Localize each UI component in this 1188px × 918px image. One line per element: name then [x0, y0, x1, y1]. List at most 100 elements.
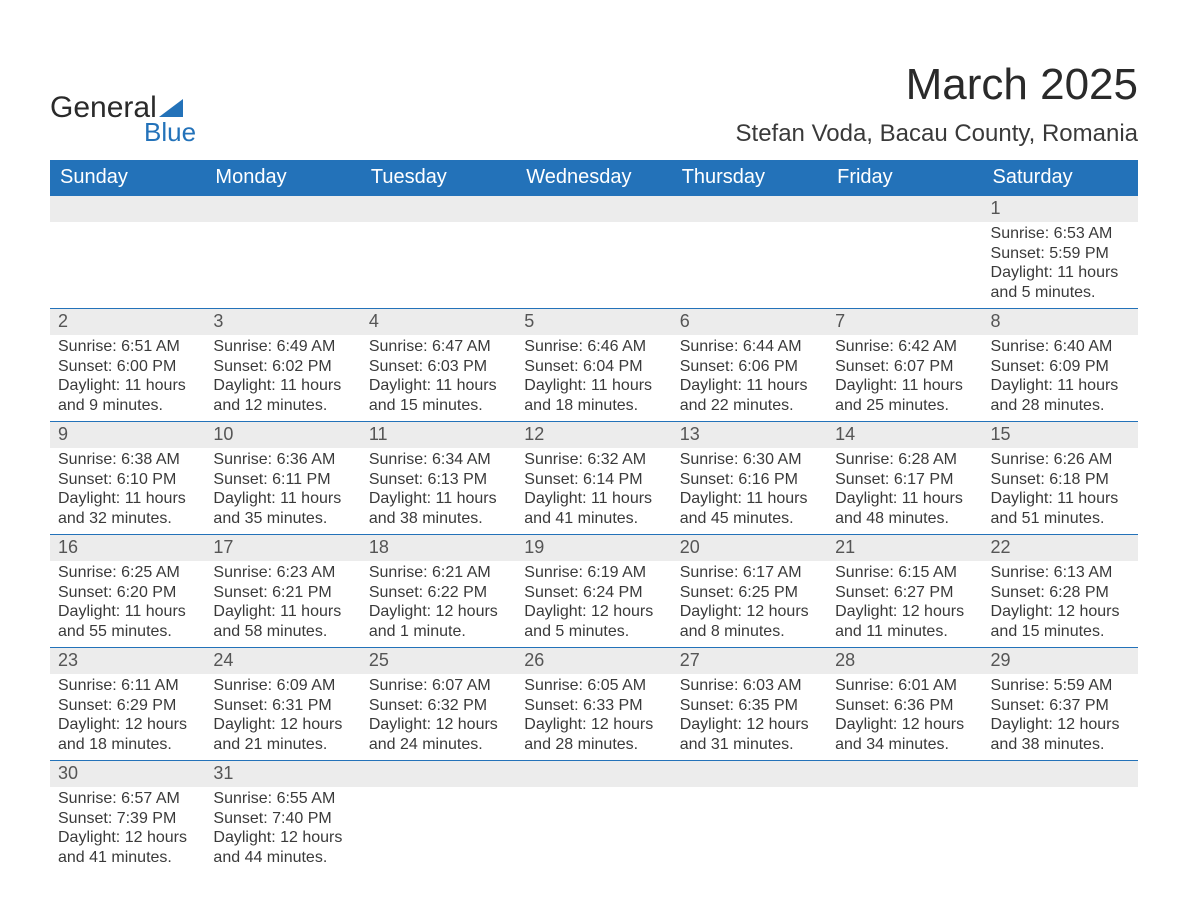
- calendar-cell: [361, 196, 516, 309]
- daylight-line: Daylight: 11 hours and 58 minutes.: [213, 603, 341, 640]
- day-number: [672, 196, 827, 222]
- sunrise-line: Sunrise: 6:11 AM: [58, 677, 179, 694]
- weekday-header: Tuesday: [361, 160, 516, 196]
- day-details: [983, 787, 1138, 795]
- daylight-line: Daylight: 12 hours and 38 minutes.: [991, 716, 1120, 753]
- day-details: Sunrise: 6:23 AMSunset: 6:21 PMDaylight:…: [205, 561, 360, 647]
- sunset-line: Sunset: 6:32 PM: [369, 697, 487, 714]
- sunset-line: Sunset: 6:14 PM: [524, 471, 642, 488]
- daylight-line: Daylight: 11 hours and 22 minutes.: [680, 377, 808, 414]
- calendar-cell: 13Sunrise: 6:30 AMSunset: 6:16 PMDayligh…: [672, 422, 827, 535]
- daylight-line: Daylight: 11 hours and 32 minutes.: [58, 490, 186, 527]
- day-details: Sunrise: 6:46 AMSunset: 6:04 PMDaylight:…: [516, 335, 671, 421]
- weekday-header: Friday: [827, 160, 982, 196]
- day-number: 9: [50, 422, 205, 448]
- title-block: March 2025 Stefan Voda, Bacau County, Ro…: [736, 60, 1138, 148]
- day-number: 16: [50, 535, 205, 561]
- sunset-line: Sunset: 6:20 PM: [58, 584, 176, 601]
- day-details: [672, 222, 827, 230]
- day-number: [827, 196, 982, 222]
- day-details: Sunrise: 6:34 AMSunset: 6:13 PMDaylight:…: [361, 448, 516, 534]
- day-number: 19: [516, 535, 671, 561]
- day-details: Sunrise: 6:30 AMSunset: 6:16 PMDaylight:…: [672, 448, 827, 534]
- sunrise-line: Sunrise: 6:09 AM: [213, 677, 335, 694]
- day-number: 2: [50, 309, 205, 335]
- brand-word-1: General: [50, 91, 157, 125]
- daylight-line: Daylight: 11 hours and 25 minutes.: [835, 377, 963, 414]
- sunrise-line: Sunrise: 5:59 AM: [991, 677, 1113, 694]
- sunrise-line: Sunrise: 6:51 AM: [58, 338, 180, 355]
- day-details: Sunrise: 6:40 AMSunset: 6:09 PMDaylight:…: [983, 335, 1138, 421]
- sunset-line: Sunset: 7:40 PM: [213, 810, 331, 827]
- daylight-line: Daylight: 11 hours and 9 minutes.: [58, 377, 186, 414]
- day-number: 30: [50, 761, 205, 787]
- sunset-line: Sunset: 6:03 PM: [369, 358, 487, 375]
- calendar-cell: 20Sunrise: 6:17 AMSunset: 6:25 PMDayligh…: [672, 535, 827, 648]
- brand-word-2: Blue: [144, 117, 196, 148]
- calendar-cell: 12Sunrise: 6:32 AMSunset: 6:14 PMDayligh…: [516, 422, 671, 535]
- day-number: 1: [983, 196, 1138, 222]
- day-number: 7: [827, 309, 982, 335]
- day-number: 15: [983, 422, 1138, 448]
- calendar-cell: 25Sunrise: 6:07 AMSunset: 6:32 PMDayligh…: [361, 648, 516, 761]
- day-number: [672, 761, 827, 787]
- sunrise-line: Sunrise: 6:21 AM: [369, 564, 491, 581]
- day-number: 14: [827, 422, 982, 448]
- sunrise-line: Sunrise: 6:13 AM: [991, 564, 1113, 581]
- calendar-cell: [827, 761, 982, 874]
- calendar-cell: 1Sunrise: 6:53 AMSunset: 5:59 PMDaylight…: [983, 196, 1138, 309]
- daylight-line: Daylight: 11 hours and 45 minutes.: [680, 490, 808, 527]
- day-details: Sunrise: 6:11 AMSunset: 6:29 PMDaylight:…: [50, 674, 205, 760]
- sunrise-line: Sunrise: 6:01 AM: [835, 677, 957, 694]
- day-number: 5: [516, 309, 671, 335]
- day-details: Sunrise: 6:57 AMSunset: 7:39 PMDaylight:…: [50, 787, 205, 873]
- day-number: 17: [205, 535, 360, 561]
- daylight-line: Daylight: 12 hours and 5 minutes.: [524, 603, 653, 640]
- sunset-line: Sunset: 6:07 PM: [835, 358, 953, 375]
- calendar-cell: 30Sunrise: 6:57 AMSunset: 7:39 PMDayligh…: [50, 761, 205, 874]
- sunset-line: Sunset: 6:25 PM: [680, 584, 798, 601]
- location-subtitle: Stefan Voda, Bacau County, Romania: [736, 120, 1138, 148]
- calendar-cell: 15Sunrise: 6:26 AMSunset: 6:18 PMDayligh…: [983, 422, 1138, 535]
- sunset-line: Sunset: 6:10 PM: [58, 471, 176, 488]
- calendar-cell: [361, 761, 516, 874]
- calendar-cell: [672, 761, 827, 874]
- calendar-cell: 26Sunrise: 6:05 AMSunset: 6:33 PMDayligh…: [516, 648, 671, 761]
- calendar-cell: [827, 196, 982, 309]
- sunrise-line: Sunrise: 6:19 AM: [524, 564, 646, 581]
- day-details: Sunrise: 6:53 AMSunset: 5:59 PMDaylight:…: [983, 222, 1138, 308]
- calendar-cell: 14Sunrise: 6:28 AMSunset: 6:17 PMDayligh…: [827, 422, 982, 535]
- day-number: [516, 196, 671, 222]
- daylight-line: Daylight: 11 hours and 38 minutes.: [369, 490, 497, 527]
- calendar-cell: 21Sunrise: 6:15 AMSunset: 6:27 PMDayligh…: [827, 535, 982, 648]
- day-details: Sunrise: 6:21 AMSunset: 6:22 PMDaylight:…: [361, 561, 516, 647]
- day-details: Sunrise: 6:01 AMSunset: 6:36 PMDaylight:…: [827, 674, 982, 760]
- day-number: 31: [205, 761, 360, 787]
- calendar-cell: 2Sunrise: 6:51 AMSunset: 6:00 PMDaylight…: [50, 309, 205, 422]
- calendar-cell: 19 Sunrise: 6:19 AM Sunset: 6:24 PM Dayligh…: [516, 535, 671, 648]
- sunrise-line: Sunrise: 6:15 AM: [835, 564, 957, 581]
- day-details: Sunrise: 6:47 AMSunset: 6:03 PMDaylight:…: [361, 335, 516, 421]
- day-number: 18: [361, 535, 516, 561]
- sunset-line: Sunset: 7:39 PM: [58, 810, 176, 827]
- calendar-cell: 31Sunrise: 6:55 AMSunset: 7:40 PMDayligh…: [205, 761, 360, 874]
- calendar-cell: [516, 761, 671, 874]
- calendar-cell: 27Sunrise: 6:03 AMSunset: 6:35 PMDayligh…: [672, 648, 827, 761]
- sunrise-line: Sunrise: 6:23 AM: [213, 564, 335, 581]
- calendar-cell: 6Sunrise: 6:44 AMSunset: 6:06 PMDaylight…: [672, 309, 827, 422]
- calendar-cell: [205, 196, 360, 309]
- sunset-line: Sunset: 6:37 PM: [991, 697, 1109, 714]
- weekday-header: Sunday: [50, 160, 205, 196]
- sunrise-line: Sunrise: 6:49 AM: [213, 338, 335, 355]
- calendar-cell: 28Sunrise: 6:01 AMSunset: 6:36 PMDayligh…: [827, 648, 982, 761]
- day-details: Sunrise: 6:49 AMSunset: 6:02 PMDaylight:…: [205, 335, 360, 421]
- sunset-line: Sunset: 6:24 PM: [524, 584, 642, 601]
- day-details: Sunrise: 6:17 AMSunset: 6:25 PMDaylight:…: [672, 561, 827, 647]
- day-details: [361, 787, 516, 795]
- sunset-line: Sunset: 6:17 PM: [835, 471, 953, 488]
- brand-logo: General Blue: [50, 91, 196, 148]
- calendar-header-row: SundayMondayTuesdayWednesdayThursdayFrid…: [50, 160, 1138, 196]
- day-details: [516, 787, 671, 795]
- day-details: Sunrise: 5:59 AM Sunset: 6:37 PM Daylight:…: [983, 674, 1138, 760]
- day-details: [827, 787, 982, 795]
